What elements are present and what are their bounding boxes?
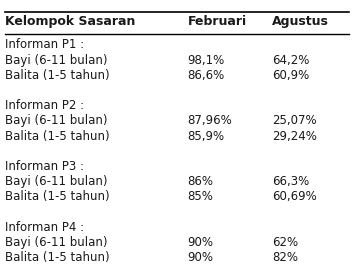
Text: 82%: 82% (272, 251, 298, 264)
Text: Bayi (6-11 bulan): Bayi (6-11 bulan) (5, 236, 107, 249)
Text: Informan P2 :: Informan P2 : (5, 99, 84, 112)
Text: 87,96%: 87,96% (188, 114, 232, 127)
Text: Balita (1-5 tahun): Balita (1-5 tahun) (5, 251, 109, 264)
Text: 62%: 62% (272, 236, 298, 249)
Text: Kelompok Sasaran: Kelompok Sasaran (5, 14, 135, 28)
Text: 60,9%: 60,9% (272, 69, 309, 82)
Text: 25,07%: 25,07% (272, 114, 316, 127)
Text: 86%: 86% (188, 175, 213, 188)
Text: Bayi (6-11 bulan): Bayi (6-11 bulan) (5, 54, 107, 66)
Text: Informan P3 :: Informan P3 : (5, 160, 84, 173)
Text: Informan P1 :: Informan P1 : (5, 38, 84, 51)
Text: Bayi (6-11 bulan): Bayi (6-11 bulan) (5, 114, 107, 127)
Text: 86,6%: 86,6% (188, 69, 225, 82)
Text: 60,69%: 60,69% (272, 190, 316, 203)
Text: 66,3%: 66,3% (272, 175, 309, 188)
Text: Balita (1-5 tahun): Balita (1-5 tahun) (5, 69, 109, 82)
Text: Informan P4 :: Informan P4 : (5, 221, 84, 234)
Text: Februari: Februari (188, 14, 247, 28)
Text: Agustus: Agustus (272, 14, 329, 28)
Text: Bayi (6-11 bulan): Bayi (6-11 bulan) (5, 175, 107, 188)
Text: 90%: 90% (188, 236, 213, 249)
Text: 85,9%: 85,9% (188, 129, 225, 143)
Text: Balita (1-5 tahun): Balita (1-5 tahun) (5, 129, 109, 143)
Text: 29,24%: 29,24% (272, 129, 317, 143)
Text: 85%: 85% (188, 190, 213, 203)
Text: Balita (1-5 tahun): Balita (1-5 tahun) (5, 190, 109, 203)
Text: 90%: 90% (188, 251, 213, 264)
Text: 64,2%: 64,2% (272, 54, 309, 66)
Text: 98,1%: 98,1% (188, 54, 225, 66)
